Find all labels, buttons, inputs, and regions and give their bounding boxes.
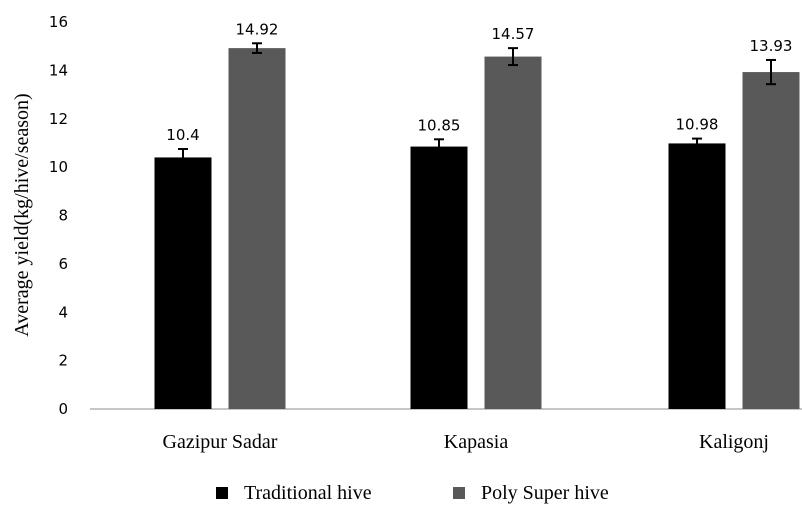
bar [742,72,800,410]
y-tick-label: 14 [49,61,68,79]
data-label: 14.92 [236,20,279,38]
legend-label: Poly Super hive [481,482,609,504]
data-label: 10.98 [676,116,719,134]
y-tick-label: 0 [58,400,68,418]
category-label: Gazipur Sadar [163,431,278,453]
y-axis-title: Average yield(kg/hive/season) [11,93,33,336]
y-tick-label: 16 [49,13,68,31]
category-label: Kaligonj [699,431,769,453]
legend-swatch [216,487,228,499]
bar [410,146,468,410]
y-tick-label: 12 [49,110,68,128]
y-tick-label: 6 [58,255,68,273]
y-axis-title-group: Average yield(kg/hive/season) [11,93,33,336]
data-labels: 10.4 14.92 10.85 14.57 10.98 13.93 [166,20,792,144]
y-axis-ticks: 0 2 4 6 8 10 12 14 16 [49,13,68,418]
legend-label: Traditional hive [244,482,372,504]
y-tick-label: 10 [49,158,68,176]
bar [484,56,542,409]
error-bars [178,42,776,167]
category-labels: Gazipur Sadar Kapasia Kaligonj [163,431,769,453]
data-label: 10.85 [418,116,461,134]
y-tick-label: 4 [58,303,68,321]
bars [154,48,800,410]
data-label: 13.93 [750,37,793,55]
legend: Traditional hive Poly Super hive [216,482,609,504]
data-label: 14.57 [492,25,535,43]
y-tick-label: 2 [58,352,68,370]
category-label: Kapasia [444,431,509,453]
bar [668,143,726,409]
y-tick-label: 8 [58,207,68,225]
data-label: 10.4 [166,126,199,144]
legend-swatch [453,487,465,499]
bar [154,157,212,409]
bar [228,48,286,410]
